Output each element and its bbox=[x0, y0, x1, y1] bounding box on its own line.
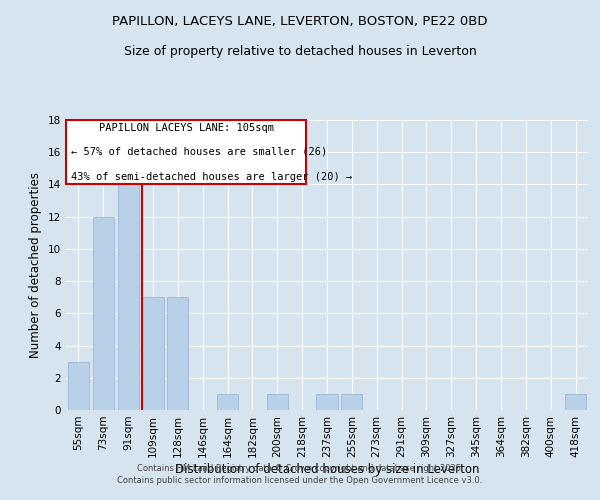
X-axis label: Distribution of detached houses by size in Leverton: Distribution of detached houses by size … bbox=[175, 462, 479, 475]
FancyBboxPatch shape bbox=[66, 120, 306, 184]
Text: Size of property relative to detached houses in Leverton: Size of property relative to detached ho… bbox=[124, 45, 476, 58]
Bar bbox=[316, 394, 338, 410]
Bar bbox=[267, 394, 288, 410]
Bar bbox=[167, 297, 188, 410]
Text: PAPILLON, LACEYS LANE, LEVERTON, BOSTON, PE22 0BD: PAPILLON, LACEYS LANE, LEVERTON, BOSTON,… bbox=[112, 15, 488, 28]
Bar bbox=[217, 394, 238, 410]
Text: PAPILLON LACEYS LANE: 105sqm: PAPILLON LACEYS LANE: 105sqm bbox=[98, 123, 274, 133]
Bar bbox=[142, 297, 164, 410]
Bar bbox=[93, 216, 114, 410]
Y-axis label: Number of detached properties: Number of detached properties bbox=[29, 172, 43, 358]
Bar bbox=[68, 362, 89, 410]
Text: Contains HM Land Registry data © Crown copyright and database right 2025.
Contai: Contains HM Land Registry data © Crown c… bbox=[118, 464, 482, 485]
Text: ← 57% of detached houses are smaller (26): ← 57% of detached houses are smaller (26… bbox=[71, 146, 328, 156]
Bar bbox=[341, 394, 362, 410]
Bar bbox=[118, 184, 139, 410]
Bar bbox=[565, 394, 586, 410]
Text: 43% of semi-detached houses are larger (20) →: 43% of semi-detached houses are larger (… bbox=[71, 172, 352, 182]
